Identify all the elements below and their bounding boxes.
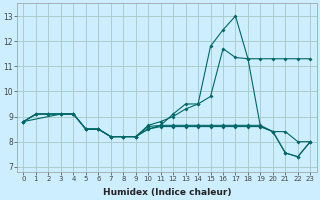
X-axis label: Humidex (Indice chaleur): Humidex (Indice chaleur): [103, 188, 231, 197]
